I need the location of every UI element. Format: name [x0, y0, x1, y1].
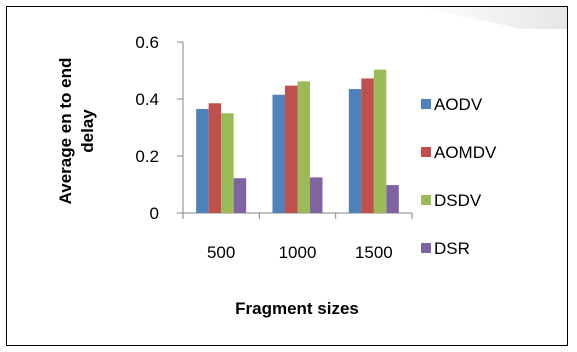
bar-dsr-500	[233, 178, 247, 213]
y-axis-label-line-2: delay	[78, 109, 97, 153]
bar-aomdv-500	[208, 103, 222, 213]
bar-dsdv-1500	[373, 69, 387, 213]
bar-aomdv-1500	[361, 78, 374, 213]
x-tick-label: 1500	[355, 243, 393, 262]
bar-dsr-1000	[310, 177, 323, 213]
x-tick-label: 500	[207, 243, 235, 262]
legend-label-dsr: DSR	[434, 239, 470, 258]
legend-swatch-aomdv	[421, 147, 431, 157]
bar-dsdv-500	[221, 113, 234, 213]
y-tick-label: 0	[150, 204, 159, 223]
y-axis-label-line-1: Average en to end	[56, 58, 75, 205]
legend-label-aomdv: AOMDV	[434, 143, 497, 162]
bar-aodv-500	[196, 108, 209, 213]
x-tick-label: 1000	[279, 243, 317, 262]
bar-aomdv-1000	[285, 85, 298, 213]
y-tick-label: 0.2	[135, 147, 159, 166]
y-tick-label: 0.6	[135, 33, 159, 52]
legend-label-aodv: AODV	[434, 95, 483, 114]
legend: AODV AOMDV DSDV DSR	[421, 95, 497, 258]
axes: 0 0.2 0.4 0.6 500 1000 1500	[135, 33, 413, 262]
bar-dsdv-1000	[297, 81, 310, 213]
bar-chart: 0 0.2 0.4 0.6 500 1000 1500 Average en to end …	[56, 33, 497, 318]
x-axis-label: Fragment sizes	[235, 299, 359, 318]
legend-swatch-dsr	[421, 243, 431, 253]
bars	[196, 69, 399, 213]
bar-aodv-1500	[348, 89, 362, 213]
bar-aodv-1000	[272, 94, 285, 213]
y-tick-label: 0.4	[135, 90, 159, 109]
legend-swatch-aodv	[421, 99, 431, 109]
legend-swatch-dsdv	[421, 195, 431, 205]
bar-dsr-1500	[386, 185, 399, 213]
chart-frame: 0 0.2 0.4 0.6 500 1000 1500 Average en to end …	[6, 6, 568, 346]
labels: Average en to end delay Fragment sizes	[56, 58, 359, 318]
legend-label-dsdv: DSDV	[434, 191, 482, 210]
